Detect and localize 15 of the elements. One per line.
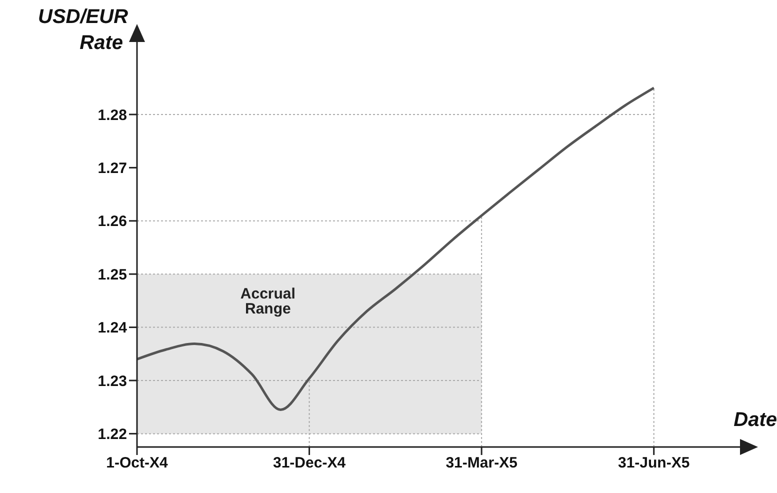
line-series [137,86,656,412]
x-tick-label: 1-Oct-X4 [106,454,168,472]
band-label: Accrual Range [240,286,296,318]
y-tick-label: 1.23 [98,372,127,390]
y-tick-label: 1.26 [98,213,127,230]
x-tick-label: 31-Jun-X5 [618,454,690,472]
y-tick-label: 1.28 [98,106,127,124]
y-tick-label: 1.22 [98,426,127,444]
y-tick-label: 1.27 [98,160,127,178]
x-tick-label: 31-Dec-X4 [273,454,346,472]
y-tick-label: 1.24 [98,320,128,337]
x-tick-label: 31-Mar-X5 [446,454,518,472]
y-tick-label: 1.25 [98,266,127,284]
x-axis-title: Date [734,409,777,432]
y-axis-title: USD/EUR Rate [37,5,128,56]
